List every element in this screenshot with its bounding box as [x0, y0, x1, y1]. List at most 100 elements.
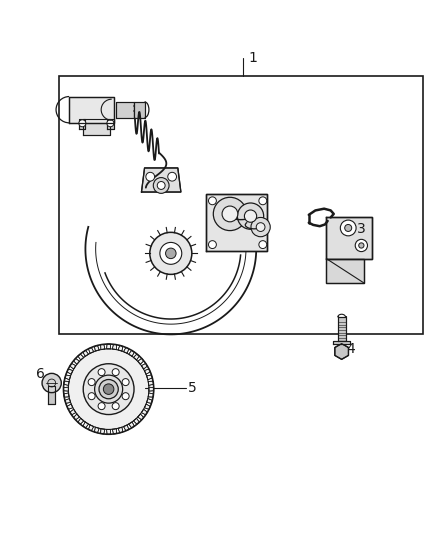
Circle shape	[112, 369, 119, 376]
Polygon shape	[83, 422, 88, 428]
Polygon shape	[138, 358, 144, 365]
Circle shape	[359, 243, 364, 248]
Polygon shape	[106, 344, 111, 349]
Circle shape	[237, 203, 264, 229]
Polygon shape	[124, 425, 129, 431]
Text: 3: 3	[357, 222, 366, 236]
Text: 5: 5	[188, 381, 197, 395]
Circle shape	[150, 232, 192, 274]
Circle shape	[99, 379, 118, 399]
Circle shape	[168, 172, 177, 181]
Polygon shape	[118, 427, 123, 433]
Polygon shape	[69, 96, 114, 123]
Circle shape	[122, 378, 129, 385]
Polygon shape	[64, 381, 69, 385]
Polygon shape	[106, 430, 111, 434]
Bar	[59, 76, 423, 334]
Circle shape	[88, 393, 95, 400]
Circle shape	[79, 120, 86, 127]
Polygon shape	[94, 427, 99, 433]
Circle shape	[355, 239, 367, 252]
Polygon shape	[74, 414, 80, 420]
Polygon shape	[78, 418, 84, 424]
Polygon shape	[138, 414, 144, 420]
Polygon shape	[206, 194, 267, 251]
Polygon shape	[70, 364, 76, 369]
Polygon shape	[147, 375, 152, 379]
Polygon shape	[70, 409, 76, 415]
Polygon shape	[101, 344, 105, 350]
Circle shape	[208, 241, 216, 248]
Polygon shape	[94, 345, 99, 351]
Circle shape	[95, 375, 123, 403]
Circle shape	[88, 378, 95, 385]
Polygon shape	[79, 119, 85, 128]
Circle shape	[208, 197, 216, 205]
Polygon shape	[335, 344, 349, 359]
Text: 6: 6	[36, 367, 45, 381]
Circle shape	[340, 220, 356, 236]
Polygon shape	[129, 422, 134, 428]
Polygon shape	[113, 429, 117, 434]
Text: 1: 1	[249, 52, 258, 66]
Circle shape	[103, 384, 114, 394]
Polygon shape	[147, 399, 152, 403]
Polygon shape	[148, 393, 153, 397]
Polygon shape	[65, 375, 71, 379]
Polygon shape	[141, 364, 148, 369]
Polygon shape	[64, 387, 68, 391]
Polygon shape	[149, 387, 154, 391]
Circle shape	[166, 248, 176, 259]
Circle shape	[98, 402, 105, 410]
Circle shape	[83, 364, 134, 415]
Polygon shape	[338, 317, 346, 341]
Polygon shape	[113, 344, 117, 350]
Polygon shape	[88, 348, 94, 353]
Polygon shape	[74, 358, 80, 365]
Polygon shape	[134, 418, 139, 424]
Polygon shape	[134, 354, 139, 360]
Circle shape	[256, 223, 265, 231]
Circle shape	[68, 349, 149, 430]
Circle shape	[146, 172, 155, 181]
Circle shape	[107, 120, 114, 127]
Circle shape	[112, 402, 119, 410]
Polygon shape	[65, 399, 71, 403]
Polygon shape	[145, 404, 150, 409]
Polygon shape	[148, 381, 153, 385]
Polygon shape	[67, 369, 73, 374]
Circle shape	[251, 217, 270, 237]
Polygon shape	[48, 386, 55, 403]
Circle shape	[345, 224, 352, 231]
Circle shape	[259, 197, 267, 205]
Polygon shape	[78, 354, 84, 360]
Polygon shape	[333, 341, 350, 344]
Circle shape	[98, 369, 105, 376]
Polygon shape	[101, 429, 105, 434]
Polygon shape	[83, 119, 110, 135]
Polygon shape	[107, 119, 114, 128]
Polygon shape	[141, 168, 181, 192]
Polygon shape	[116, 102, 134, 118]
Polygon shape	[88, 425, 94, 431]
Circle shape	[259, 241, 267, 248]
Circle shape	[213, 197, 247, 231]
Polygon shape	[83, 350, 88, 357]
Polygon shape	[141, 409, 148, 415]
Text: 2: 2	[240, 193, 249, 207]
Circle shape	[160, 243, 182, 264]
Polygon shape	[145, 369, 150, 374]
Polygon shape	[118, 345, 123, 351]
Polygon shape	[129, 350, 134, 357]
Circle shape	[244, 210, 257, 222]
Circle shape	[222, 206, 238, 222]
Polygon shape	[124, 348, 129, 353]
Text: 4: 4	[346, 342, 355, 356]
Circle shape	[122, 393, 129, 400]
Polygon shape	[134, 102, 145, 118]
Polygon shape	[64, 393, 69, 397]
Circle shape	[157, 182, 165, 189]
Circle shape	[42, 374, 61, 393]
Polygon shape	[326, 259, 364, 282]
Circle shape	[153, 177, 169, 193]
